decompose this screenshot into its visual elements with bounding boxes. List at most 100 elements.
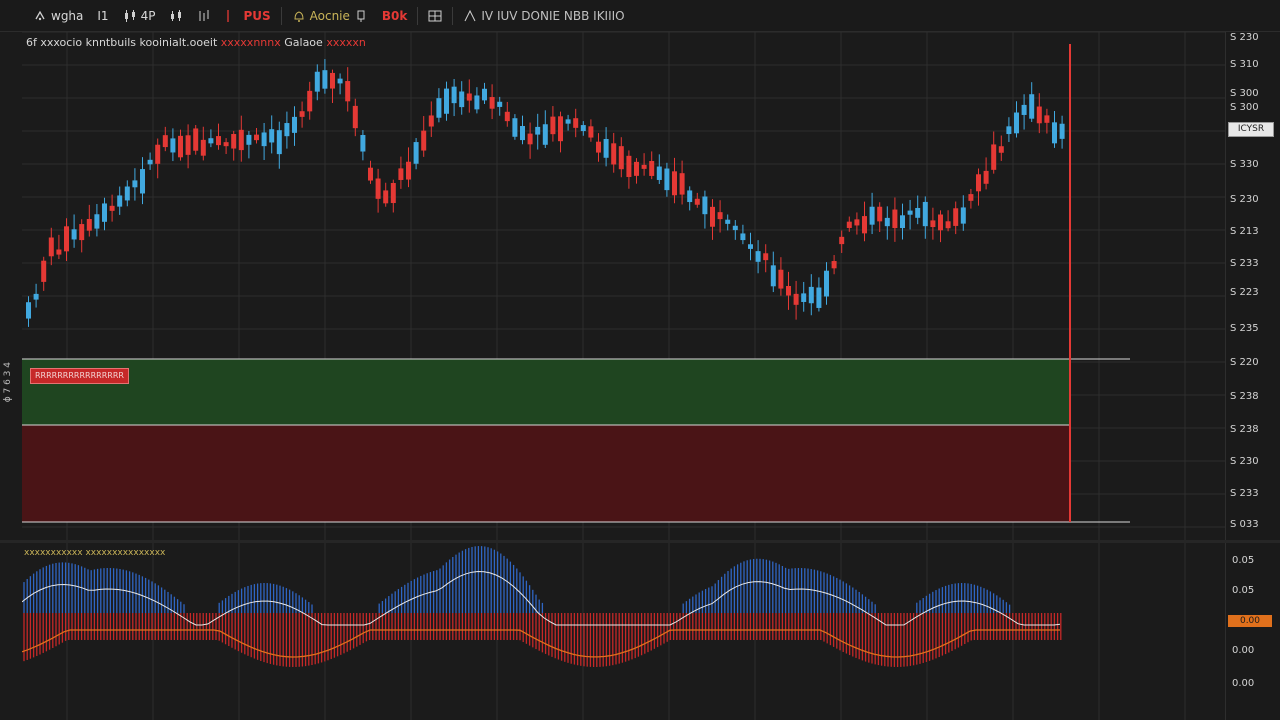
candle-body xyxy=(292,116,297,133)
candle-body xyxy=(26,302,31,319)
chart-type-button[interactable]: 4P xyxy=(116,4,163,28)
resistance-zone xyxy=(22,425,1069,522)
candle-body xyxy=(383,190,389,204)
price-axis-label: S 233 xyxy=(1230,488,1259,499)
price-axis-label: S 330 xyxy=(1230,159,1259,170)
candle-body xyxy=(352,105,358,129)
candle-body xyxy=(846,221,852,228)
oscillator-axis-label: 0.05 xyxy=(1232,555,1255,566)
candle-body xyxy=(489,97,495,109)
candle-body xyxy=(41,260,47,282)
layout-button[interactable] xyxy=(421,4,449,28)
candle-body xyxy=(763,253,769,261)
candle-body xyxy=(862,216,867,234)
candle-body xyxy=(907,210,913,215)
candle-body xyxy=(824,270,829,297)
price-axis-label: S 223 xyxy=(1230,287,1259,298)
candle-body xyxy=(672,171,677,196)
candle-body xyxy=(998,146,1004,153)
support-zone xyxy=(22,359,1069,425)
candle-body xyxy=(877,206,883,222)
candle-body xyxy=(246,134,252,145)
candle-body xyxy=(1036,106,1042,124)
candle-body xyxy=(238,129,244,151)
toolbar-divider xyxy=(452,6,454,25)
candle-body xyxy=(626,155,632,177)
candle-body xyxy=(938,214,943,231)
candle-body xyxy=(512,118,518,137)
candle-body xyxy=(1029,94,1035,119)
candle-body xyxy=(520,126,525,141)
candle-body xyxy=(1059,123,1065,139)
candle-body xyxy=(185,135,191,155)
oscillator-axis[interactable]: 0.05 0.05 0.00 0.00 0.00 xyxy=(1225,543,1280,720)
candle-body xyxy=(322,70,328,89)
interval-a-label: I1 xyxy=(97,8,109,23)
candle-body xyxy=(755,251,761,262)
candle-body xyxy=(573,118,579,128)
candle-body xyxy=(725,219,731,224)
candle-body xyxy=(48,237,54,257)
candle-body xyxy=(930,220,936,228)
oscillator-pane[interactable] xyxy=(22,543,1225,720)
pane-divider[interactable] xyxy=(0,540,1280,543)
toolbar-divider xyxy=(280,6,282,25)
candle-body xyxy=(466,93,472,101)
candle-body xyxy=(504,111,510,122)
templates-button[interactable] xyxy=(190,4,218,28)
alert-flag-button[interactable]: PUS xyxy=(218,4,277,28)
candle-body xyxy=(740,233,746,241)
price-pane[interactable] xyxy=(22,32,1225,540)
candle-body xyxy=(634,161,639,176)
price-axis-label: S 230 xyxy=(1230,32,1259,43)
candle-body xyxy=(390,182,396,204)
candle-body xyxy=(360,135,366,152)
bell-icon xyxy=(294,10,304,22)
candle-body xyxy=(649,161,655,176)
candle-body xyxy=(474,95,480,110)
candle-body xyxy=(945,221,951,229)
replay-button[interactable]: B0k xyxy=(375,4,414,28)
candle-body xyxy=(892,209,898,229)
candle-body xyxy=(314,71,320,92)
candle-body xyxy=(231,134,237,149)
symbol-search[interactable]: wgha xyxy=(26,4,90,28)
candle-body xyxy=(269,129,275,143)
candle-body xyxy=(953,208,959,226)
candle-body xyxy=(124,186,130,201)
candle-body xyxy=(497,101,503,107)
candle-body xyxy=(618,146,624,170)
candle-body xyxy=(307,90,313,112)
oscillator-canvas[interactable] xyxy=(22,543,1225,720)
candle-body xyxy=(641,164,647,169)
candle-body xyxy=(664,168,670,191)
interval-button[interactable]: I1 xyxy=(90,4,115,28)
price-chart-canvas[interactable] xyxy=(22,32,1225,540)
candle-body xyxy=(770,265,776,287)
candle-body xyxy=(656,166,662,180)
price-axis-label: S 033 xyxy=(1230,519,1259,530)
candle-body xyxy=(1044,115,1050,123)
candle-body xyxy=(535,126,541,135)
alerts-label: Aocnie xyxy=(309,8,350,23)
candle-body xyxy=(900,215,905,229)
price-axis-label: S 238 xyxy=(1230,391,1259,402)
indicators-button[interactable] xyxy=(162,4,190,28)
price-axis-label: S 230 xyxy=(1230,456,1259,467)
candle-body xyxy=(413,142,419,164)
price-axis[interactable]: S 230 S 310 S 300 S 300 S 330 S 230 S 213 S 233… xyxy=(1225,32,1280,540)
candle-body xyxy=(922,201,928,227)
top-toolbar: wgha I1 4P PUS Aocnie B0k IV IUV DONIE N… xyxy=(0,0,1280,32)
candle-body xyxy=(687,190,693,203)
price-axis-label: S 220 xyxy=(1230,357,1259,368)
alerts-button[interactable]: Aocnie xyxy=(285,4,375,28)
candle-body xyxy=(869,206,875,225)
candle-body xyxy=(216,136,221,146)
candle-body xyxy=(208,138,214,144)
candle-body xyxy=(1006,126,1012,135)
legend-red-text-2: xxxxxn xyxy=(326,36,366,49)
candle-body xyxy=(748,244,753,249)
zone-tag[interactable]: RRRRRRRRRRRRRRRR xyxy=(30,368,129,384)
legend-red-text: xxxxxnnnx xyxy=(220,36,281,49)
candle-body xyxy=(596,141,601,153)
